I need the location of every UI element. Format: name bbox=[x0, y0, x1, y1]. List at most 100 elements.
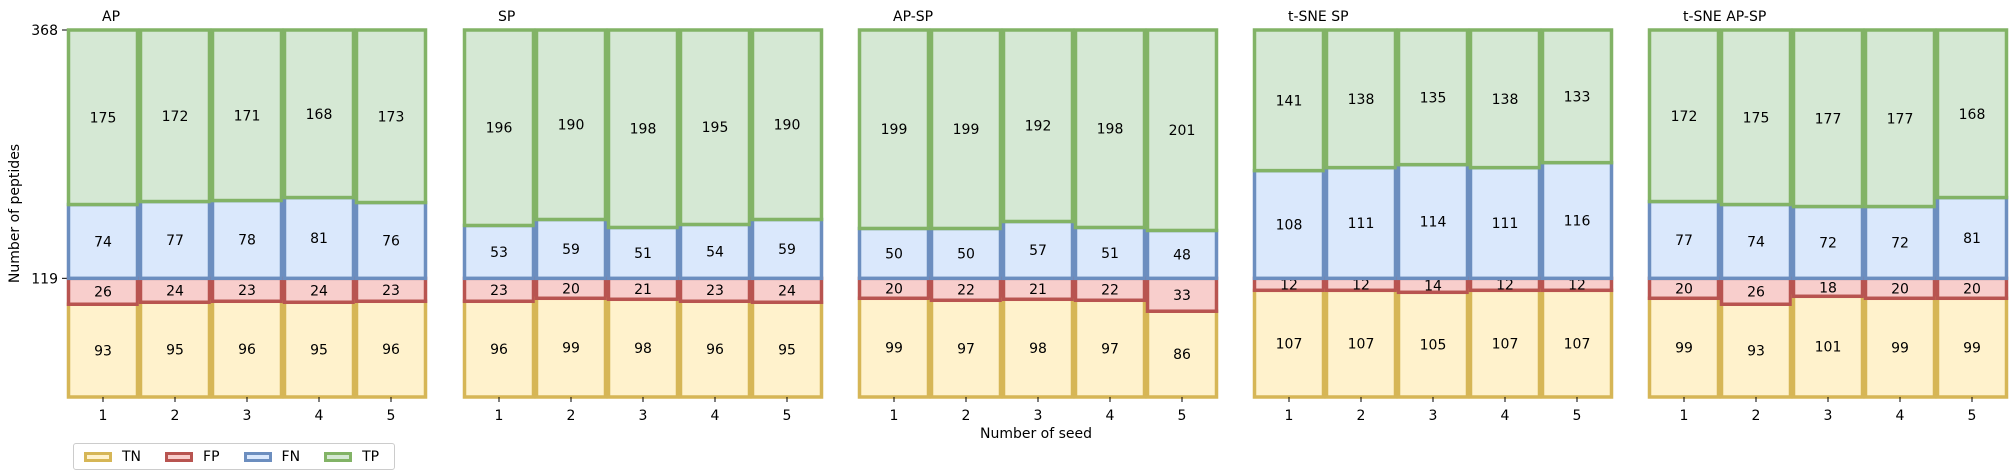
bar-segment-fn bbox=[1863, 204, 1937, 281]
bar-value-label: 172 bbox=[162, 109, 189, 125]
bar-segment-tp bbox=[1863, 28, 1937, 209]
panel-title: t-SNE SP bbox=[1288, 9, 1349, 25]
bar-value-label: 133 bbox=[1564, 89, 1591, 105]
bar-segment-fn bbox=[1001, 219, 1075, 281]
legend-swatch-tn bbox=[84, 451, 112, 462]
legend-label-tn: TN bbox=[122, 448, 142, 465]
bar-segment-fp bbox=[1145, 276, 1219, 313]
bar-value-label: 76 bbox=[382, 233, 400, 249]
bar-value-label: 138 bbox=[1492, 92, 1519, 108]
x-tick-label: 4 bbox=[1896, 408, 1905, 424]
bar-value-label: 196 bbox=[486, 121, 513, 137]
x-tick-label: 3 bbox=[1429, 408, 1438, 424]
bar-segment-fn bbox=[606, 225, 680, 281]
bar-segment-tp bbox=[929, 28, 1003, 231]
bar-value-label: 111 bbox=[1492, 216, 1519, 232]
bar-value-label: 98 bbox=[634, 341, 652, 357]
bar-value-label: 175 bbox=[90, 110, 117, 126]
x-tick-label: 2 bbox=[567, 408, 576, 424]
panel-title: AP bbox=[102, 9, 120, 25]
bar-value-label: 51 bbox=[1101, 246, 1119, 262]
x-tick-label: 3 bbox=[1824, 408, 1833, 424]
bar-segment-tp bbox=[678, 28, 752, 227]
bar-segment-tp bbox=[1396, 28, 1470, 167]
bar-value-label: 50 bbox=[885, 246, 903, 262]
bar-segment-tp bbox=[1468, 28, 1542, 170]
bar-value-label: 53 bbox=[490, 245, 508, 261]
x-tick-label: 5 bbox=[783, 408, 792, 424]
bar-value-label: 26 bbox=[1747, 284, 1765, 300]
bar-segment-tp bbox=[1540, 28, 1614, 165]
bar-value-label: 141 bbox=[1276, 93, 1303, 109]
bar-segment-tp bbox=[1647, 28, 1721, 204]
bar-value-label: 74 bbox=[94, 234, 112, 250]
bar-value-label: 138 bbox=[1348, 92, 1375, 108]
bar-value-label: 95 bbox=[310, 343, 328, 359]
bar-segment-tp bbox=[138, 28, 212, 204]
bar-segment-fn bbox=[1073, 225, 1147, 281]
bar-value-label: 175 bbox=[1743, 110, 1770, 126]
bar-value-label: 177 bbox=[1815, 111, 1842, 127]
x-tick-label: 1 bbox=[495, 408, 504, 424]
bar-value-label: 20 bbox=[1891, 281, 1909, 297]
bar-segment-tn bbox=[750, 300, 824, 399]
bar-value-label: 77 bbox=[1675, 233, 1693, 249]
bar-value-label: 81 bbox=[1963, 231, 1981, 247]
bar-segment-tp bbox=[750, 28, 824, 222]
bar-value-label: 72 bbox=[1891, 235, 1909, 251]
x-tick-label: 4 bbox=[711, 408, 720, 424]
bar-value-label: 116 bbox=[1564, 213, 1591, 229]
bar-value-label: 33 bbox=[1173, 288, 1191, 304]
legend-item-fp: FP bbox=[165, 449, 220, 465]
bar-value-label: 93 bbox=[1747, 344, 1765, 360]
bar-value-label: 173 bbox=[378, 109, 405, 125]
bar-segment-tn bbox=[354, 299, 428, 399]
bar-value-label: 108 bbox=[1276, 217, 1303, 233]
bar-segment-tp bbox=[282, 28, 356, 200]
legend: TN FP FN TP bbox=[73, 443, 395, 470]
bar-segment-tp bbox=[1935, 28, 2009, 200]
y-axis-label: Number of peptides bbox=[7, 144, 23, 283]
bar-value-label: 48 bbox=[1173, 247, 1191, 263]
x-tick-label: 4 bbox=[315, 408, 324, 424]
bar-value-label: 77 bbox=[166, 233, 184, 249]
bar-value-label: 93 bbox=[94, 344, 112, 360]
bar-value-label: 99 bbox=[1963, 341, 1981, 357]
bar-segment-tp bbox=[857, 28, 931, 231]
panel-title: AP-SP bbox=[893, 9, 933, 25]
bar-segment-tn bbox=[1145, 309, 1219, 399]
x-tick-label: 5 bbox=[387, 408, 396, 424]
bar-segment-tn bbox=[1252, 288, 1326, 399]
bar-segment-tp bbox=[66, 28, 140, 207]
bar-value-label: 22 bbox=[1101, 282, 1119, 298]
bar-value-label: 171 bbox=[234, 108, 261, 124]
bar-value-label: 101 bbox=[1815, 340, 1842, 356]
bar-segment-tp bbox=[534, 28, 608, 222]
bar-segment-fn bbox=[1935, 195, 2009, 281]
bar-value-label: 195 bbox=[702, 120, 729, 136]
bar-value-label: 23 bbox=[382, 283, 400, 299]
bar-value-label: 199 bbox=[881, 122, 908, 138]
bar-value-label: 96 bbox=[706, 342, 724, 358]
bar-value-label: 20 bbox=[562, 281, 580, 297]
bar-value-label: 107 bbox=[1276, 337, 1303, 353]
bar-segment-tp bbox=[1324, 28, 1398, 170]
bar-segment-tn bbox=[1396, 290, 1470, 399]
bar-segment-tp bbox=[1001, 28, 1075, 224]
bar-value-label: 24 bbox=[778, 283, 796, 299]
bar-segment-fn bbox=[1324, 165, 1398, 281]
bar-value-label: 23 bbox=[490, 283, 508, 299]
bar-segment-tp bbox=[462, 28, 536, 228]
legend-item-tp: TP bbox=[324, 449, 379, 465]
bar-value-label: 21 bbox=[1029, 282, 1047, 298]
bar-value-label: 26 bbox=[94, 284, 112, 300]
bar-value-label: 78 bbox=[238, 232, 256, 248]
bar-value-label: 24 bbox=[166, 283, 184, 299]
bar-value-label: 12 bbox=[1568, 277, 1586, 293]
bar-value-label: 72 bbox=[1819, 235, 1837, 251]
bar-value-label: 98 bbox=[1029, 341, 1047, 357]
x-tick-label: 3 bbox=[639, 408, 648, 424]
bar-segment-fn bbox=[66, 202, 140, 281]
x-tick-label: 5 bbox=[1573, 408, 1582, 424]
bar-value-label: 190 bbox=[558, 118, 585, 134]
